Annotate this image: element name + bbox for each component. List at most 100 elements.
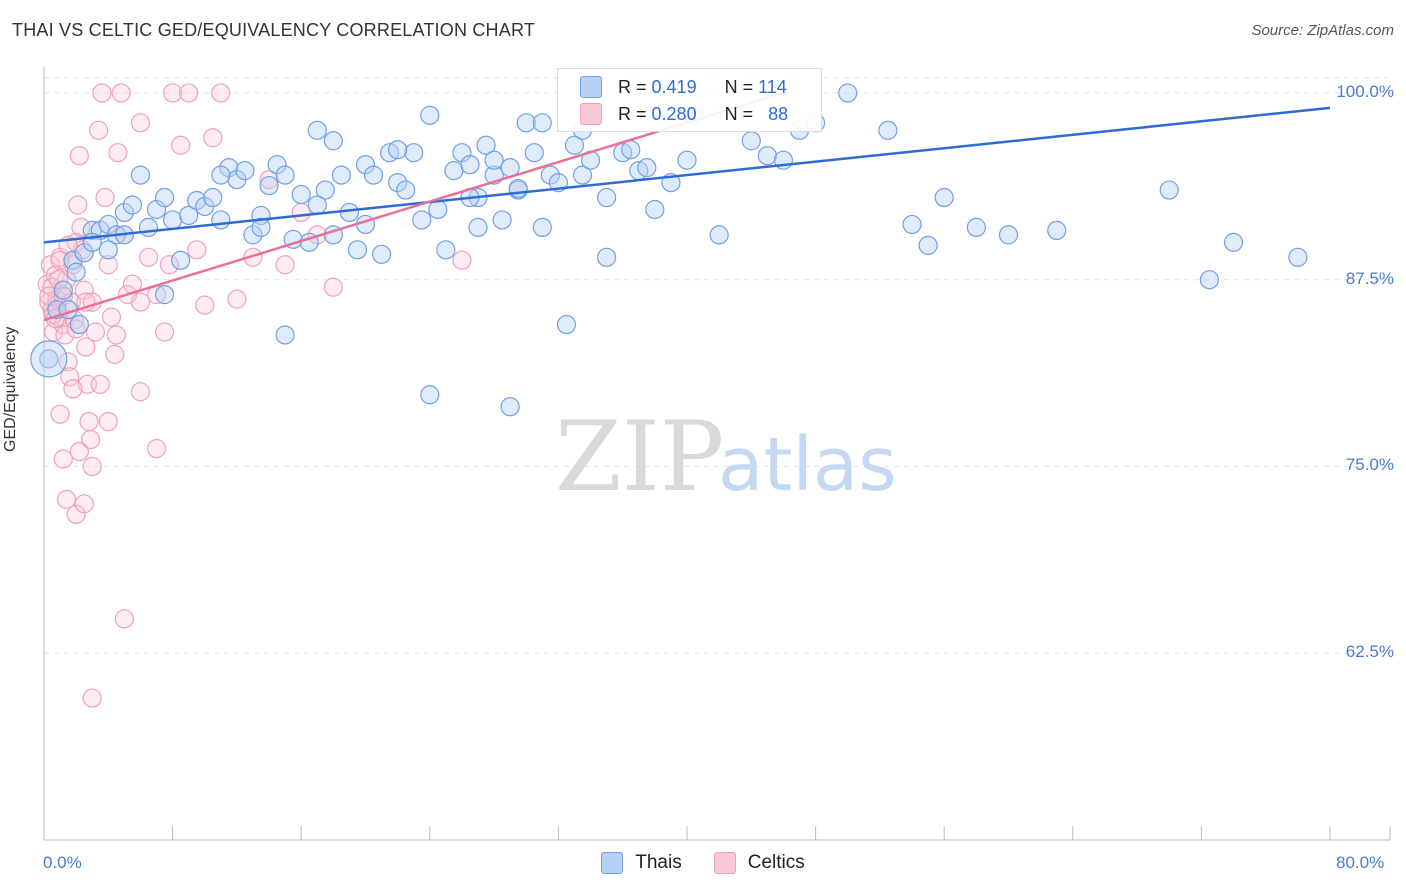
axes — [43, 66, 1391, 841]
thais-point — [331, 165, 351, 185]
celtics-point — [53, 449, 73, 469]
celtics-point — [98, 412, 118, 432]
celtics-point — [82, 688, 102, 708]
thais-legend-label: Thais — [635, 852, 682, 873]
celtics-point — [171, 135, 191, 155]
celtics-point — [159, 255, 179, 275]
thais-point — [98, 240, 118, 260]
thais-point — [1199, 270, 1220, 290]
celtics-point — [60, 367, 80, 387]
thais-point — [412, 210, 432, 230]
thais-point — [492, 210, 512, 230]
celtics-point — [89, 120, 109, 140]
thais-point — [572, 165, 593, 185]
thais-point — [388, 140, 408, 160]
thais-point — [878, 120, 898, 140]
celtics-point — [275, 255, 295, 275]
thais-point — [444, 161, 464, 181]
thais-point — [597, 187, 617, 208]
thais-point — [323, 131, 343, 151]
thais-point — [235, 161, 255, 181]
thais-point — [243, 225, 263, 245]
celtics-point — [74, 494, 94, 514]
y-tick-label: 100.0% — [1336, 81, 1394, 101]
celtics-point — [98, 255, 118, 275]
thais-point — [404, 143, 424, 163]
thais-point — [540, 165, 560, 185]
thais-point — [179, 205, 199, 226]
celtics-point — [85, 322, 106, 342]
celtics-point — [259, 170, 279, 190]
thais-point — [420, 385, 440, 405]
celtics-point — [195, 295, 215, 315]
thais-point — [39, 349, 59, 369]
thais-point — [259, 175, 279, 196]
celtics-point — [130, 292, 151, 312]
thais-point — [500, 397, 520, 417]
celtics-point — [146, 438, 167, 459]
celtics-n-label: N = — [724, 103, 754, 124]
thais-point — [275, 165, 295, 185]
celtics-point — [211, 83, 231, 103]
thais-point — [171, 250, 191, 270]
thais-point — [154, 285, 175, 305]
thais-point — [532, 113, 552, 133]
thais-point — [307, 195, 327, 215]
celtics-point — [76, 337, 96, 357]
celtics-point — [130, 113, 151, 133]
thais-point — [564, 135, 585, 155]
thais-point — [902, 214, 922, 235]
celtics-point — [79, 412, 99, 432]
celtics-point — [48, 270, 69, 290]
celtics-point — [56, 489, 77, 509]
x-tick-min: 0.0% — [43, 853, 82, 872]
celtics-point — [63, 379, 83, 399]
thais-point — [66, 262, 86, 282]
celtics-point — [101, 307, 122, 327]
celtics-point — [92, 83, 112, 103]
thais-point — [838, 83, 858, 103]
celtics-point — [163, 83, 183, 103]
celtics-point — [111, 83, 131, 103]
celtics-point — [138, 247, 159, 267]
thais-point — [396, 180, 416, 200]
thais-point — [1159, 180, 1179, 200]
thais-point — [677, 150, 697, 170]
legend-item-celtics[interactable]: Celtics — [713, 852, 805, 874]
thais-point — [1047, 220, 1067, 240]
celtics-point — [81, 429, 101, 450]
watermark: ZIP atlas — [555, 401, 897, 513]
thais-point — [69, 314, 89, 335]
thais-point — [484, 150, 504, 170]
legend-item-thais[interactable]: Thais — [601, 852, 682, 874]
thais-n-label: N = — [724, 76, 754, 97]
thais-point — [1223, 232, 1244, 252]
thais-point — [211, 165, 231, 185]
thais-point — [524, 143, 544, 163]
thais-point — [130, 165, 151, 185]
stats-legend: R = 0.419 N = 114 R = 0.280 N = 88 — [557, 68, 822, 132]
celtics-point — [106, 325, 126, 345]
thais-point — [138, 217, 159, 238]
thais-r-label: R = — [618, 76, 647, 97]
celtics-point — [114, 609, 134, 629]
thais-point — [291, 184, 311, 205]
thais-point — [371, 244, 392, 264]
celtics-legend-label: Celtics — [747, 852, 805, 873]
thais-points — [30, 83, 1308, 417]
celtics-point — [72, 240, 93, 260]
thais-point — [757, 146, 777, 166]
thais-point — [436, 240, 456, 260]
celtics-point — [95, 187, 115, 208]
thais-n-value: 114 — [758, 76, 787, 97]
celtics-point — [69, 146, 89, 166]
thais-point — [203, 187, 223, 208]
thais-point — [621, 140, 641, 160]
thais-point — [307, 120, 327, 140]
thais-point — [388, 172, 408, 193]
celtics-legend-swatch — [713, 852, 736, 874]
thais-point — [468, 217, 488, 238]
thais-point — [741, 131, 761, 151]
thais-point — [597, 247, 617, 267]
